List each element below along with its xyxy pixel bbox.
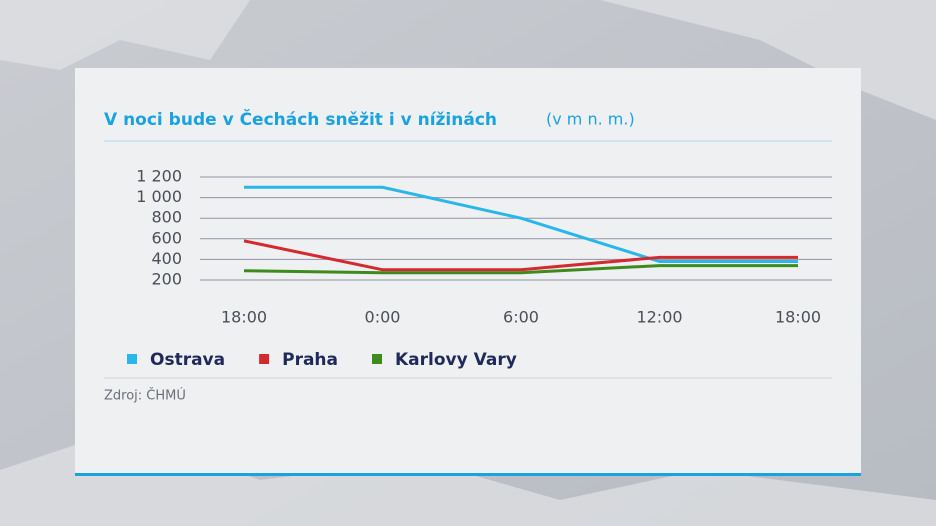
legend-swatch [127,354,137,364]
y-tick-label: 1 000 [136,187,182,206]
legend-label: Praha [282,350,338,370]
x-tick-label: 18:00 [221,308,267,327]
panel-border [75,473,861,476]
y-tick-label: 1 200 [136,167,182,186]
x-tick-label: 6:00 [503,308,539,327]
chart-subtitle: (v m n. m.) [546,110,635,129]
chart-title: V noci bude v Čechách sněžit i v nížinác… [104,108,497,130]
series-line [243,239,798,272]
y-tick-label: 400 [151,249,182,268]
y-tick-label: 200 [151,270,182,289]
series-line [244,185,798,263]
source: Zdroj: ČHMÚ [104,388,186,404]
legend-swatch [372,354,382,364]
legend-label: Karlovy Vary [395,350,517,370]
x-tick-label: 18:00 [775,308,821,327]
legend-label: Ostrava [150,350,225,370]
series-line [243,264,798,275]
legend-swatch [259,354,270,364]
y-tick-label: 800 [151,208,182,227]
x-tick-label: 12:00 [636,308,682,327]
x-tick-label: 0:00 [365,308,401,327]
y-tick-label: 600 [151,228,182,247]
